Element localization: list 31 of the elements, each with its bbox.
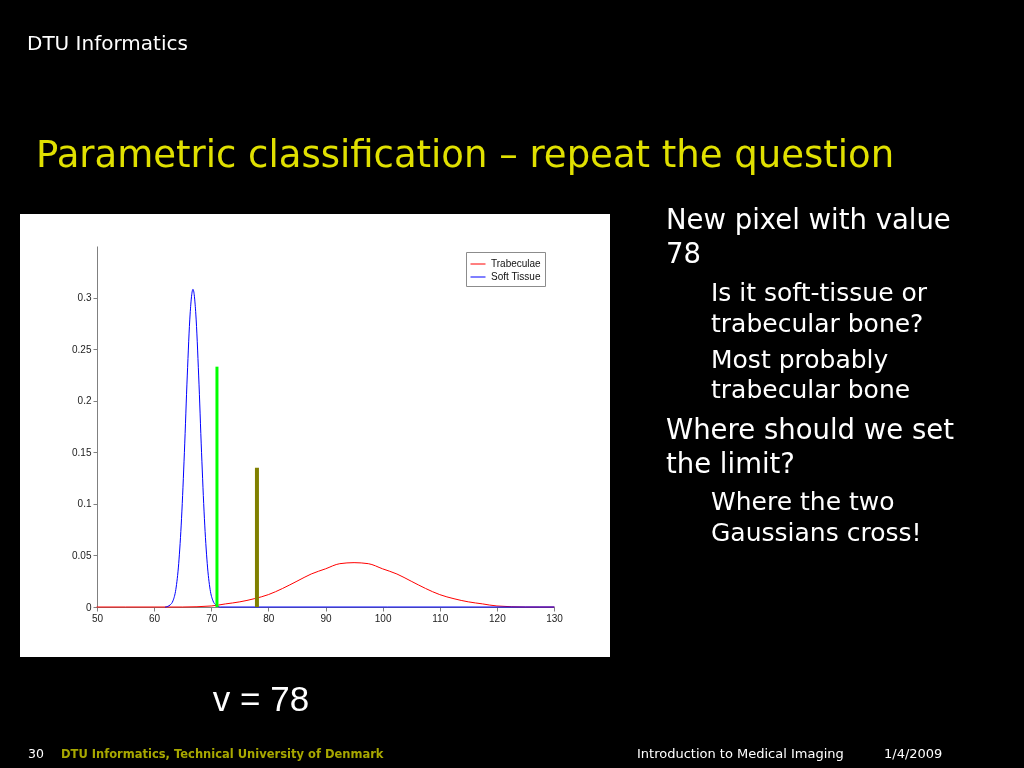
y-tick-label: 0.2	[77, 395, 92, 407]
x-tick-label: 110	[432, 612, 449, 624]
text: Is it soft-tissue or trabecular bone?	[711, 278, 928, 338]
x-tick-label: 120	[489, 612, 507, 624]
text: Where the two Gaussians cross!	[711, 487, 922, 547]
x-tick-label: 90	[320, 612, 332, 624]
y-tick-label: 0.05	[72, 549, 92, 561]
x-tick-label: 60	[149, 612, 161, 624]
line-series	[165, 288, 555, 608]
x-tick-label: 80	[263, 612, 275, 624]
y-tick-label: 0	[85, 601, 92, 613]
text: 30	[28, 746, 44, 761]
y-tick-label: 0.1	[77, 498, 92, 510]
y-tick-label: 0.3	[77, 292, 92, 304]
text: Where should we set the limit?	[666, 413, 955, 479]
x-tick-label: 70	[206, 612, 218, 624]
text: New pixel with value 78	[666, 203, 951, 269]
chart-title: Parametric classification – repeat the question	[36, 133, 895, 176]
y-tick-label: 0.25	[72, 343, 92, 355]
text: v = 78	[212, 679, 310, 718]
legend-label: Soft Tissue	[491, 271, 541, 282]
text: DTU Informatics	[27, 31, 188, 55]
text: Introduction to Medical Imaging	[637, 746, 844, 761]
y-tick-label: 0.15	[72, 446, 92, 458]
x-tick-label: 100	[374, 612, 392, 624]
text: DTU Informatics, Technical University of Denmark	[61, 747, 384, 761]
text: 1/4/2009	[884, 746, 943, 761]
x-tick-label: 50	[91, 612, 104, 624]
legend-label: Trabeculae	[491, 258, 542, 269]
x-tick-label: 130	[546, 612, 564, 624]
text: Most probably trabecular bone	[711, 345, 911, 404]
